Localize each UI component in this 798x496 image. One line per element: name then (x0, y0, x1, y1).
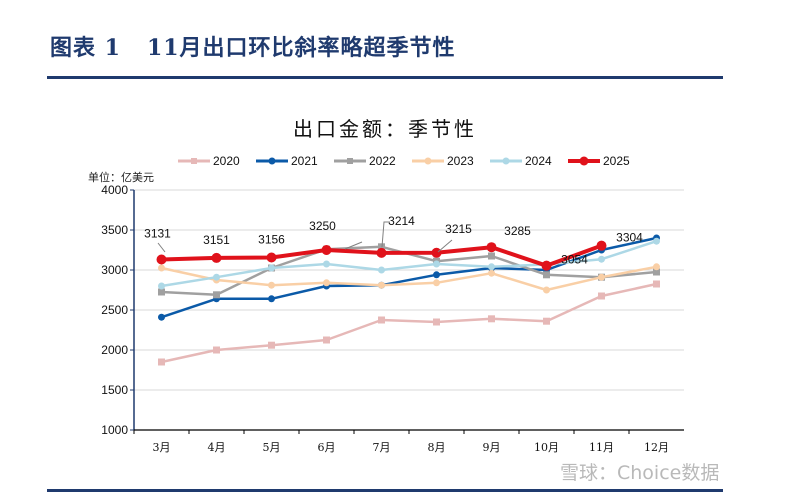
y-tick-label: 1500 (101, 383, 128, 397)
data-point-2020 (323, 336, 330, 344)
data-point-2024 (323, 260, 330, 268)
data-label-2025: 3304 (616, 231, 643, 245)
data-point-2023 (268, 281, 275, 289)
bottom-divider (47, 489, 723, 492)
data-point-2024 (653, 237, 660, 245)
x-tick-label: 8月 (428, 441, 446, 454)
x-tick-label: 10月 (534, 441, 559, 454)
data-label-2025: 3156 (258, 233, 285, 247)
data-point-2024 (488, 263, 495, 271)
data-point-2020 (598, 292, 605, 300)
data-point-2024 (433, 260, 440, 268)
series-line-2023 (161, 265, 657, 292)
x-tick-label: 9月 (483, 441, 501, 454)
y-tick-label: 2000 (101, 343, 128, 357)
data-point-2023 (543, 286, 550, 294)
legend-label-2022: 2022 (369, 154, 396, 168)
data-point-2023 (323, 279, 330, 287)
data-point-2025 (541, 260, 552, 271)
data-point-2020 (158, 358, 165, 366)
legend-marker-2025 (579, 156, 589, 166)
unit-label: 单位：亿美元 (88, 170, 154, 184)
data-point-2025 (596, 240, 607, 251)
data-point-2020 (433, 318, 440, 326)
data-label-2025: 3054 (561, 253, 588, 267)
data-point-2022 (653, 268, 660, 276)
data-label-2025: 3215 (445, 222, 472, 236)
x-tick-label: 4月 (208, 441, 226, 454)
data-point-2025 (321, 245, 332, 255)
data-point-2025 (431, 247, 442, 258)
data-point-2025 (376, 247, 387, 258)
legend-label-2025: 2025 (603, 154, 630, 168)
data-point-2025 (266, 252, 277, 263)
legend-label-2023: 2023 (447, 154, 474, 168)
data-point-2022 (158, 288, 165, 296)
data-point-2021 (433, 271, 440, 279)
figure-title: 图表 1 11月出口环比斜率略超季节性 (50, 35, 456, 61)
data-point-2022 (488, 252, 495, 260)
legend-marker-2020 (191, 158, 197, 164)
data-point-2022 (213, 291, 220, 299)
data-point-2025 (156, 254, 167, 265)
data-point-2020 (653, 280, 660, 288)
data-point-2023 (653, 263, 660, 271)
label-leader-line (381, 221, 390, 248)
data-label-2025: 3250 (309, 219, 336, 233)
data-point-2023 (158, 264, 165, 272)
legend-label-2021: 2021 (291, 154, 318, 168)
series-line-2024 (161, 240, 657, 288)
data-point-2021 (268, 295, 275, 303)
y-tick-label: 4000 (101, 183, 128, 197)
data-point-2020 (378, 316, 385, 324)
title-divider (47, 76, 723, 79)
data-point-2025 (486, 242, 497, 253)
data-point-2024 (378, 266, 385, 274)
data-point-2023 (488, 269, 495, 277)
data-point-2024 (268, 264, 275, 272)
x-tick-label: 11月 (589, 441, 614, 454)
data-point-2024 (213, 273, 220, 281)
x-tick-label: 12月 (644, 441, 669, 454)
watermark: 雪球：Choice数据 (560, 462, 720, 484)
data-point-2022 (543, 271, 550, 279)
x-tick-label: 3月 (153, 441, 171, 454)
data-point-2021 (158, 313, 165, 321)
series-line-2021 (161, 236, 657, 319)
y-tick-label: 3500 (101, 223, 128, 237)
legend-label-2024: 2024 (525, 154, 552, 168)
data-point-2023 (378, 281, 385, 289)
legend-marker-2021 (268, 157, 276, 165)
chart-title: 出口金额：季节性 (293, 117, 477, 141)
data-label-2025: 3131 (144, 227, 171, 241)
data-point-2020 (213, 346, 220, 354)
data-point-2023 (433, 279, 440, 287)
data-point-2024 (158, 282, 165, 290)
legend-marker-2024 (502, 157, 510, 165)
data-label-2025: 3151 (203, 233, 230, 247)
data-point-2020 (488, 315, 495, 323)
data-point-2025 (211, 252, 222, 263)
legend-label-2020: 2020 (213, 154, 240, 168)
data-point-2020 (268, 341, 275, 349)
label-leader-line (437, 239, 453, 253)
label-leader-line (344, 241, 363, 250)
legend-marker-2022 (347, 158, 353, 164)
data-point-2020 (543, 317, 550, 325)
x-tick-label: 5月 (263, 441, 281, 454)
data-point-2023 (598, 273, 605, 281)
x-tick-label: 6月 (318, 441, 336, 454)
y-tick-label: 3000 (101, 263, 128, 277)
x-tick-label: 7月 (373, 441, 391, 454)
data-label-2025: 3214 (388, 214, 415, 228)
data-point-2022 (378, 243, 385, 251)
y-tick-label: 2500 (101, 303, 128, 317)
data-point-2024 (598, 255, 605, 263)
series-line-2020 (161, 282, 657, 364)
label-leader-line (157, 242, 166, 253)
y-tick-label: 1000 (101, 423, 128, 437)
data-label-2025: 3285 (504, 224, 531, 238)
legend-marker-2023 (424, 157, 432, 165)
